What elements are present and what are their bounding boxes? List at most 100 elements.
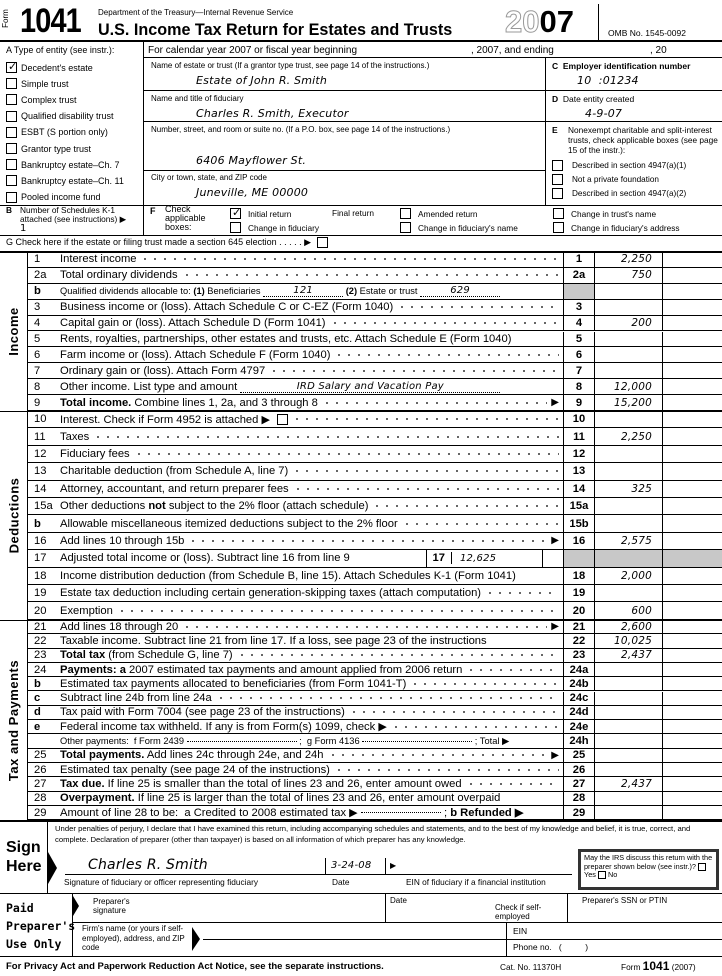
entity-type-checkbox[interactable] <box>6 78 17 90</box>
line-cents-field[interactable] <box>663 498 722 514</box>
entity-type-option[interactable]: Complex trust <box>6 94 77 106</box>
line-cents-field[interactable] <box>663 481 722 497</box>
e-option-checkbox[interactable] <box>552 160 563 171</box>
line-cents-field[interactable] <box>663 316 722 331</box>
f-option-checkbox[interactable] <box>553 222 564 233</box>
e-option[interactable]: Described in section 4947(a)(2) <box>552 188 686 199</box>
line-cents-field[interactable] <box>663 300 722 315</box>
e-option-checkbox[interactable] <box>552 188 563 199</box>
line-amount-field[interactable] <box>595 763 663 777</box>
line-cents-field[interactable] <box>663 268 722 283</box>
line-amount-field[interactable] <box>595 283 663 299</box>
line-cents-field[interactable] <box>663 347 722 362</box>
city-field[interactable]: Juneville, ME 00000 <box>196 186 309 199</box>
e-option-checkbox[interactable] <box>552 174 563 185</box>
line-amount-field[interactable]: 2,575 <box>595 532 663 550</box>
line-amount-field[interactable]: 2,000 <box>595 567 663 584</box>
line-amount-field[interactable] <box>595 662 663 677</box>
line-cents-field[interactable] <box>663 363 722 378</box>
discuss-yes-checkbox[interactable] <box>697 862 706 871</box>
line-cents-field[interactable] <box>663 252 722 267</box>
entity-type-checkbox[interactable] <box>6 60 17 73</box>
f-option-checkbox[interactable] <box>400 208 411 219</box>
line-fill-field[interactable] <box>186 740 297 742</box>
discuss-no-checkbox[interactable] <box>597 871 606 880</box>
fiduciary-signature[interactable]: Charles R. Smith <box>88 857 208 873</box>
line-amount-field[interactable] <box>595 363 663 379</box>
line-amount-field[interactable]: 2,437 <box>595 777 663 791</box>
f-option-checkbox[interactable] <box>230 206 241 219</box>
line-cents-field[interactable] <box>663 634 722 647</box>
entity-type-option[interactable]: Pooled income fund <box>6 191 101 203</box>
firm-name-field[interactable] <box>203 939 506 940</box>
line-cents-field[interactable] <box>663 585 722 601</box>
phone-field[interactable]: ( ) <box>558 942 589 952</box>
line-fill-field[interactable]: 121 <box>263 285 344 298</box>
line-cents-field[interactable] <box>663 395 722 410</box>
entity-type-option[interactable]: Simple trust <box>6 78 69 90</box>
line-amount-field[interactable]: 200 <box>595 315 663 331</box>
f-option[interactable]: Change in fiduciary's name <box>400 222 518 233</box>
line-amount-field[interactable]: 600 <box>595 602 663 619</box>
k1-count-value[interactable]: 1 <box>20 223 27 234</box>
entity-type-option[interactable]: Qualified disability trust <box>6 110 114 122</box>
line-amount-field[interactable] <box>595 585 663 602</box>
line-fill-field[interactable]: 629 <box>420 285 501 298</box>
line-amount-field[interactable] <box>595 805 663 820</box>
line-cents-field[interactable] <box>663 411 722 427</box>
f-option[interactable]: Change in trust's name <box>553 208 656 219</box>
section-645-checkbox[interactable] <box>317 237 329 248</box>
f-option[interactable]: Change in fiduciary <box>230 222 319 233</box>
line-amount-field[interactable] <box>595 734 663 748</box>
form-4952-checkbox[interactable] <box>277 413 289 425</box>
line-cents-field[interactable] <box>663 706 722 719</box>
line-amount-field[interactable] <box>595 677 663 691</box>
signature-date[interactable]: 3-24-08 <box>331 860 372 871</box>
line-cents-field[interactable] <box>663 620 722 633</box>
f-option[interactable]: Initial return <box>230 206 291 219</box>
line-cents-field[interactable] <box>663 463 722 479</box>
line-amount-field[interactable] <box>595 705 663 720</box>
line-cents-field[interactable] <box>663 533 722 549</box>
line-amount-field[interactable]: 325 <box>595 480 663 497</box>
line-amount-field[interactable]: 2,250 <box>595 428 663 445</box>
entity-type-option[interactable]: ESBT (S portion only) <box>6 126 108 138</box>
e-option[interactable]: Not a private foundation <box>552 174 659 185</box>
line-amount-field[interactable]: 2,437 <box>595 648 663 662</box>
line-cents-field[interactable] <box>663 284 722 299</box>
line-cents-field[interactable] <box>663 515 722 531</box>
entity-type-checkbox[interactable] <box>6 110 17 122</box>
entity-type-option[interactable]: Bankruptcy estate–Ch. 11 <box>6 175 124 187</box>
line-cents-field[interactable] <box>663 777 722 790</box>
line-cents-field[interactable] <box>663 763 722 776</box>
street-field[interactable]: 6406 Mayflower St. <box>196 154 307 167</box>
fiduciary-field[interactable]: Charles R. Smith, Executor <box>196 107 349 120</box>
line-cents-field[interactable] <box>663 692 722 705</box>
line-amount-field[interactable] <box>595 331 663 347</box>
line-amount-field[interactable] <box>595 515 663 532</box>
line-amount-field[interactable]: 10,025 <box>595 634 663 648</box>
line-fill-field[interactable] <box>362 740 473 742</box>
f-option-checkbox[interactable] <box>400 222 411 233</box>
line-cents-field[interactable] <box>663 550 722 567</box>
line-amount-field[interactable] <box>595 550 663 567</box>
f-option-checkbox[interactable] <box>230 222 241 233</box>
line-amount-field[interactable] <box>595 498 663 515</box>
ein-field[interactable]: 10 :01234 <box>577 74 639 87</box>
f-option-checkbox[interactable] <box>553 208 564 219</box>
line-cents-field[interactable] <box>663 806 722 819</box>
line-amount-field[interactable]: 2,600 <box>595 620 663 634</box>
entity-type-checkbox[interactable] <box>6 94 17 106</box>
line-cents-field[interactable] <box>663 720 722 733</box>
line-fill-field[interactable] <box>360 812 441 814</box>
entity-type-option[interactable]: Bankruptcy estate–Ch. 7 <box>6 159 120 171</box>
line-cents-field[interactable] <box>663 446 722 462</box>
entity-type-checkbox[interactable] <box>6 143 17 154</box>
e-option[interactable]: Described in section 4947(a)(1) <box>552 160 686 171</box>
entity-type-option[interactable]: Grantor type trust <box>6 143 91 154</box>
line-amount-field[interactable]: 12,000 <box>595 379 663 395</box>
line-amount-field[interactable] <box>595 411 663 428</box>
line-amount-field[interactable] <box>595 463 663 480</box>
line-cents-field[interactable] <box>663 734 722 747</box>
date-created-field[interactable]: 4-9-07 <box>585 107 623 120</box>
